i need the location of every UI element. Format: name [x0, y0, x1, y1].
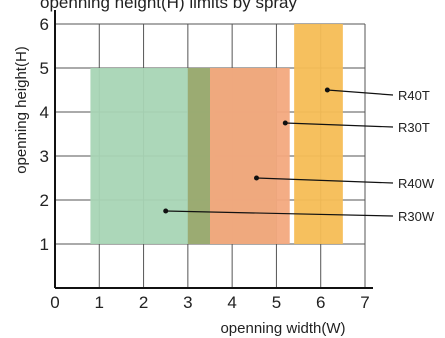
leader-line-r30t [285, 122, 394, 128]
area-layer [90, 24, 343, 244]
leader-line-r30w [165, 210, 394, 217]
y-tick-label-2: 2 [40, 191, 49, 210]
series-area-r40t [294, 24, 343, 244]
leader-line-r40t [327, 89, 394, 96]
y-tick-label-5: 5 [40, 59, 49, 78]
y-tick-label-6: 6 [40, 15, 49, 34]
x-tick-label-3: 3 [183, 293, 192, 312]
series-area-r30t [210, 68, 290, 244]
x-tick-label-0: 0 [50, 293, 59, 312]
label-layer: R40T R30T R40W R30W [163, 87, 435, 224]
series-label-r30w: R30W [398, 209, 435, 224]
y-tick-label-4: 4 [40, 103, 49, 122]
top-cut-text: openning height(H) limits by spray [40, 0, 298, 12]
x-tick-label-4: 4 [227, 293, 236, 312]
x-tick-label-6: 6 [316, 293, 325, 312]
series-label-r40t: R40T [398, 88, 430, 103]
x-tick-label-7: 7 [360, 293, 369, 312]
x-tick-label-5: 5 [272, 293, 281, 312]
series-label-r30t: R30T [398, 120, 430, 135]
axis-layer: 0 1 2 3 4 5 6 7 1 2 3 4 5 6 [40, 10, 373, 312]
y-tick-label-1: 1 [40, 235, 49, 254]
y-axis-title: openning height(H) [13, 46, 30, 174]
x-tick-label-1: 1 [95, 293, 104, 312]
x-axis-title: openning width(W) [220, 320, 345, 337]
series-label-r40w: R40W [398, 176, 435, 191]
leader-line-r40w [256, 177, 394, 184]
x-tick-label-2: 2 [139, 293, 148, 312]
y-tick-label-3: 3 [40, 147, 49, 166]
